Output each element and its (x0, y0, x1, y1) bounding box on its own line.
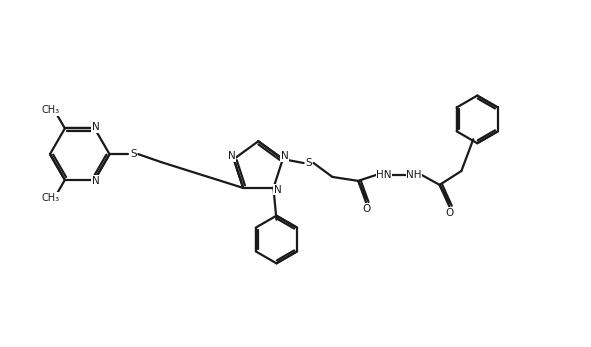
Text: NH: NH (406, 170, 421, 180)
Text: HN: HN (376, 170, 392, 180)
Text: N: N (228, 151, 236, 161)
Text: N: N (92, 122, 99, 133)
Text: CH₃: CH₃ (41, 105, 60, 115)
Text: S: S (130, 149, 137, 159)
Text: CH₃: CH₃ (41, 193, 60, 203)
Text: N: N (274, 185, 281, 195)
Text: S: S (306, 158, 312, 168)
Text: N: N (92, 176, 99, 186)
Text: O: O (446, 208, 454, 218)
Text: N: N (281, 151, 288, 161)
Text: O: O (362, 204, 371, 214)
